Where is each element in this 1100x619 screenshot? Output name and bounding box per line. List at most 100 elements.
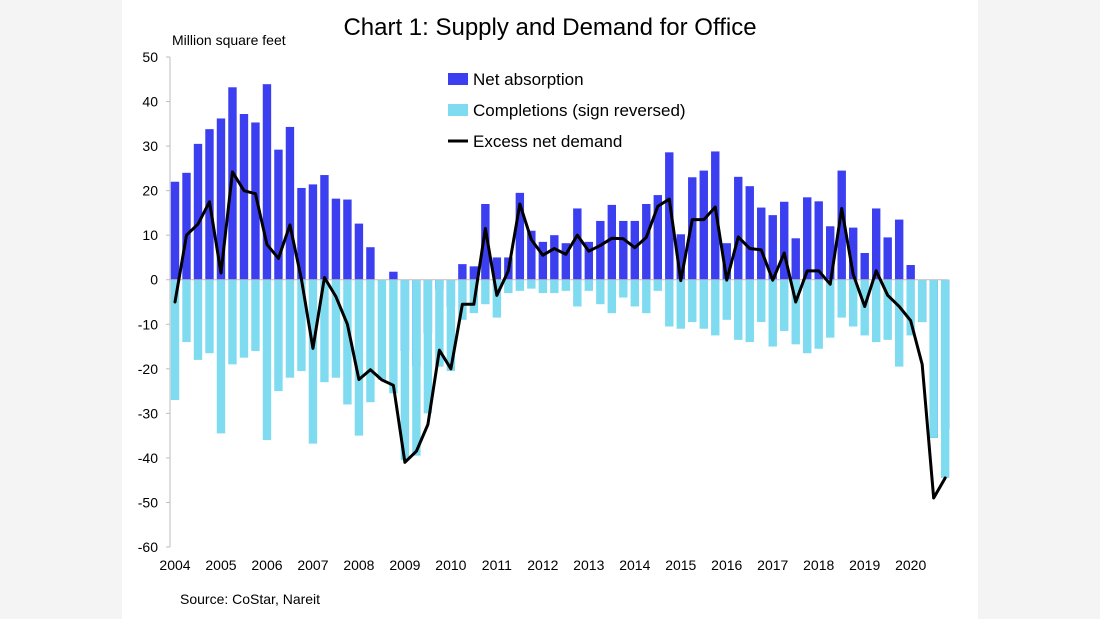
completions-bar — [550, 279, 559, 294]
net-absorption-bar — [653, 195, 662, 280]
completions-bar — [734, 279, 743, 340]
net-absorption-bar — [239, 114, 249, 280]
completions-bar — [239, 279, 249, 358]
net-absorption-bar — [734, 176, 743, 280]
completions-bar — [377, 279, 387, 380]
completions-bar — [561, 279, 571, 291]
net-absorption-bar — [803, 197, 812, 280]
completions-bar — [412, 279, 421, 456]
net-absorption-bar — [182, 172, 191, 280]
y-tick-label: 20 — [142, 183, 158, 199]
completions-bar — [871, 279, 881, 343]
net-absorption-bar — [285, 126, 295, 280]
completions-bar — [849, 279, 858, 327]
completions-bar — [791, 279, 800, 345]
completions-bar — [630, 279, 639, 307]
net-absorption-bar — [354, 223, 364, 280]
net-absorption-bar — [469, 266, 479, 280]
completions-bar — [492, 279, 502, 318]
net-absorption-bar — [814, 201, 823, 280]
completions-bar — [722, 279, 731, 320]
y-tick-label: -10 — [138, 316, 158, 332]
completions-bar — [366, 279, 375, 403]
completions-bar — [757, 279, 766, 323]
completions-bar — [711, 279, 720, 336]
completions-bar — [665, 279, 674, 327]
completions-bar — [262, 279, 272, 441]
net-absorption-bar — [826, 226, 835, 280]
completions-bar — [251, 279, 260, 351]
completions-bar — [676, 279, 685, 329]
x-tick-label: 2010 — [435, 557, 466, 573]
completions-bar — [435, 279, 444, 367]
net-absorption-bar — [492, 257, 502, 280]
x-tick-label: 2020 — [895, 557, 926, 573]
chart-card: Chart 1: Supply and Demand for Office Mi… — [122, 0, 978, 619]
net-absorption-bar — [837, 170, 846, 280]
completions-bar — [917, 279, 927, 323]
net-absorption-bar — [274, 149, 283, 280]
completions-bar — [343, 279, 352, 405]
excess-net-demand-line — [173, 170, 947, 500]
completions-bar — [688, 279, 697, 323]
net-absorption-bar — [768, 215, 777, 280]
net-absorption-bar — [894, 219, 904, 280]
y-tick-label: 0 — [150, 272, 158, 288]
x-tick-label: 2012 — [527, 557, 558, 573]
net-absorption-bar — [481, 204, 490, 280]
source-note: Source: CoStar, Nareit — [180, 591, 320, 607]
net-absorption-bar — [630, 220, 639, 280]
net-absorption-bar — [320, 175, 329, 280]
net-absorption-bar — [389, 271, 398, 280]
completions-bar — [699, 279, 708, 329]
completions-bar — [814, 279, 823, 349]
net-absorption-bar — [607, 204, 617, 280]
x-tick-label: 2016 — [711, 557, 742, 573]
completions-bar — [940, 279, 950, 478]
legend-label: Completions (sign reversed) — [473, 101, 686, 120]
net-absorption-bar — [584, 241, 594, 280]
y-tick-label: -40 — [138, 450, 158, 466]
net-absorption-bar — [849, 227, 858, 280]
x-tick-label: 2005 — [205, 557, 236, 573]
net-absorption-bar — [791, 238, 800, 280]
net-absorption-bar — [515, 192, 525, 280]
net-absorption-bar — [642, 204, 651, 280]
net-absorption-bar — [297, 187, 306, 280]
completions-bar — [400, 279, 410, 461]
completions-bar — [607, 279, 617, 314]
net-absorption-bar — [676, 234, 685, 280]
x-tick-label: 2013 — [573, 557, 604, 573]
net-absorption-bar — [860, 253, 869, 280]
net-absorption-bar — [883, 237, 892, 280]
y-tick-label: -30 — [138, 405, 158, 421]
net-absorption-bar — [780, 201, 789, 280]
net-absorption-bar — [343, 199, 352, 280]
y-unit-label: Million square feet — [172, 32, 286, 48]
completions-bar — [573, 279, 582, 307]
x-tick-label: 2008 — [343, 557, 374, 573]
net-absorption-bar — [688, 177, 697, 280]
completions-bar — [929, 279, 938, 438]
net-absorption-bar — [722, 243, 731, 280]
y-tick-label: -20 — [138, 361, 158, 377]
completions-bar — [228, 279, 237, 365]
completions-bar — [538, 279, 548, 294]
legend-swatch — [448, 73, 468, 85]
x-tick-label: 2014 — [619, 557, 650, 573]
completions-bar — [596, 279, 605, 305]
completions-bar — [458, 279, 467, 320]
net-absorption-bar — [561, 243, 571, 280]
completions-bar — [642, 279, 651, 314]
net-absorption-bar — [308, 184, 318, 280]
net-absorption-bar — [573, 208, 582, 280]
completions-bar — [584, 279, 594, 291]
completions-bar — [354, 279, 364, 436]
completions-bar — [504, 279, 513, 294]
x-tick-label: 2006 — [251, 557, 282, 573]
legend-label: Net absorption — [473, 70, 584, 89]
y-tick-label: 50 — [142, 49, 158, 65]
completions-bar — [297, 279, 306, 372]
completions-bar — [768, 279, 777, 347]
